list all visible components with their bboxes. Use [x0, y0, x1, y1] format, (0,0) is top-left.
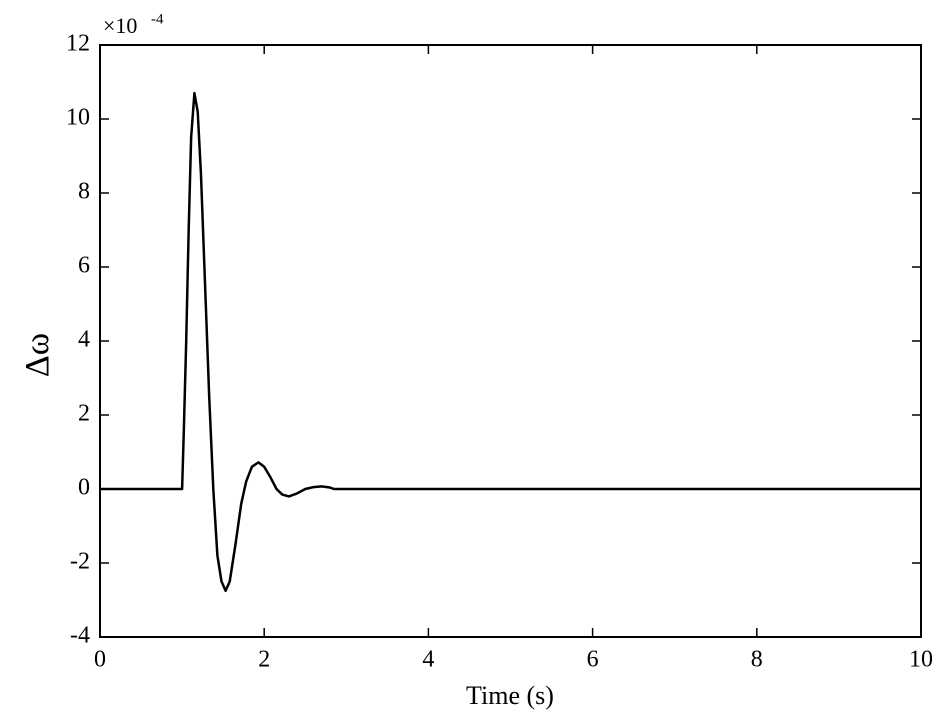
y-tick-label: 6	[78, 253, 90, 279]
y-tick-label: 4	[78, 327, 90, 353]
y-multiplier-exponent: -4	[151, 11, 164, 27]
x-tick-label: 10	[909, 647, 933, 673]
y-tick-label: 0	[78, 475, 90, 501]
y-tick-label: -2	[70, 549, 90, 575]
y-tick-label: 10	[66, 105, 90, 131]
y-multiplier-base: ×10	[103, 13, 137, 38]
y-axis-label: Δω	[19, 333, 56, 377]
x-tick-label: 2	[258, 647, 270, 673]
y-tick-label: 12	[66, 31, 90, 57]
y-tick-label: -4	[70, 623, 90, 649]
data-line	[100, 91, 921, 592]
x-tick-label: 6	[587, 647, 599, 673]
y-tick-label: 2	[78, 401, 90, 427]
plot-frame	[99, 44, 922, 638]
x-tick-label: 4	[422, 647, 434, 673]
y-tick-label: 8	[78, 179, 90, 205]
x-tick-label: 8	[751, 647, 763, 673]
x-axis-label: Time (s)	[466, 681, 554, 710]
x-tick-label: 0	[94, 647, 106, 673]
